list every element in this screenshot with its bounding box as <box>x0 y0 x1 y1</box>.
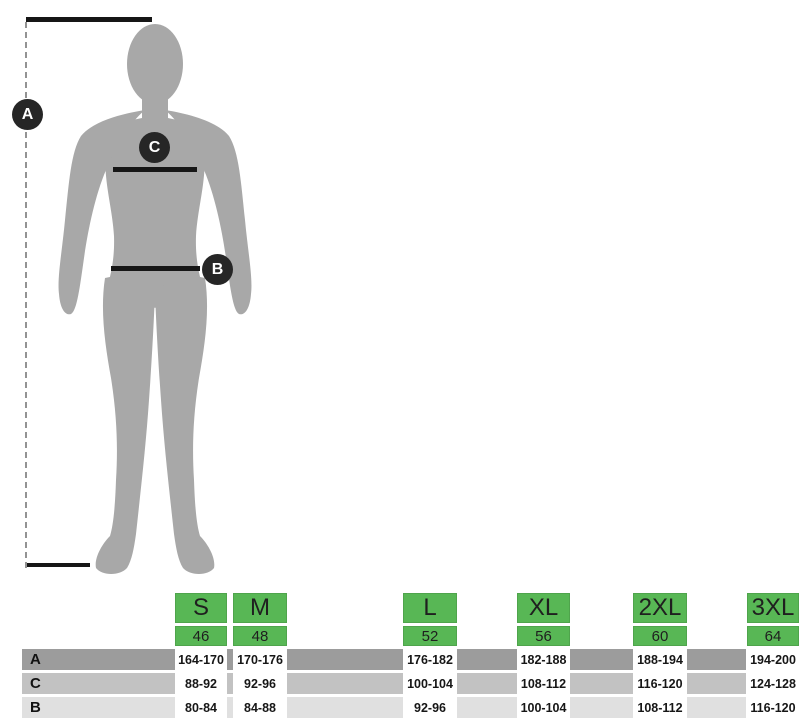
table-cell-a-2xl: 188-194 <box>633 649 687 670</box>
table-cell-b-3xl: 116-120 <box>747 697 799 718</box>
size-number-2xl: 60 <box>633 626 687 646</box>
table-cell-c-3xl: 124-128 <box>747 673 799 694</box>
table-cell-b-l: 92-96 <box>403 697 457 718</box>
size-header-s: S <box>175 593 227 623</box>
height-bottom-tick-line <box>27 563 90 567</box>
size-header-m: M <box>233 593 287 623</box>
table-cell-a-s: 164-170 <box>175 649 227 670</box>
size-header-xl: XL <box>517 593 570 623</box>
measurement-marker-c: C <box>139 132 170 163</box>
human-body-silhouette <box>58 24 252 574</box>
table-cell-b-m: 84-88 <box>233 697 287 718</box>
size-number-l: 52 <box>403 626 457 646</box>
table-cell-a-3xl: 194-200 <box>747 649 799 670</box>
height-dashed-line <box>25 22 27 568</box>
table-cell-b-xl: 100-104 <box>517 697 570 718</box>
table-cell-c-m: 92-96 <box>233 673 287 694</box>
table-cell-c-s: 88-92 <box>175 673 227 694</box>
row-label-a: A <box>30 651 41 668</box>
size-number-3xl: 64 <box>747 626 799 646</box>
table-cell-c-xl: 108-112 <box>517 673 570 694</box>
table-cell-c-2xl: 116-120 <box>633 673 687 694</box>
table-cell-a-xl: 182-188 <box>517 649 570 670</box>
size-number-xl: 56 <box>517 626 570 646</box>
height-top-tick-line <box>26 17 152 22</box>
size-header-2xl: 2XL <box>633 593 687 623</box>
table-cell-a-m: 170-176 <box>233 649 287 670</box>
hips-measure-line <box>111 266 200 271</box>
size-header-l: L <box>403 593 457 623</box>
table-cell-a-l: 176-182 <box>403 649 457 670</box>
size-number-s: 46 <box>175 626 227 646</box>
table-cell-c-l: 100-104 <box>403 673 457 694</box>
row-label-c: C <box>30 675 41 692</box>
size-number-m: 48 <box>233 626 287 646</box>
table-cell-b-2xl: 108-112 <box>633 697 687 718</box>
table-cell-b-s: 80-84 <box>175 697 227 718</box>
chest-measure-line <box>113 167 197 172</box>
size-header-3xl: 3XL <box>747 593 799 623</box>
row-label-b: B <box>30 699 41 716</box>
measurement-marker-b: B <box>202 254 233 285</box>
measurement-marker-a: A <box>12 99 43 130</box>
